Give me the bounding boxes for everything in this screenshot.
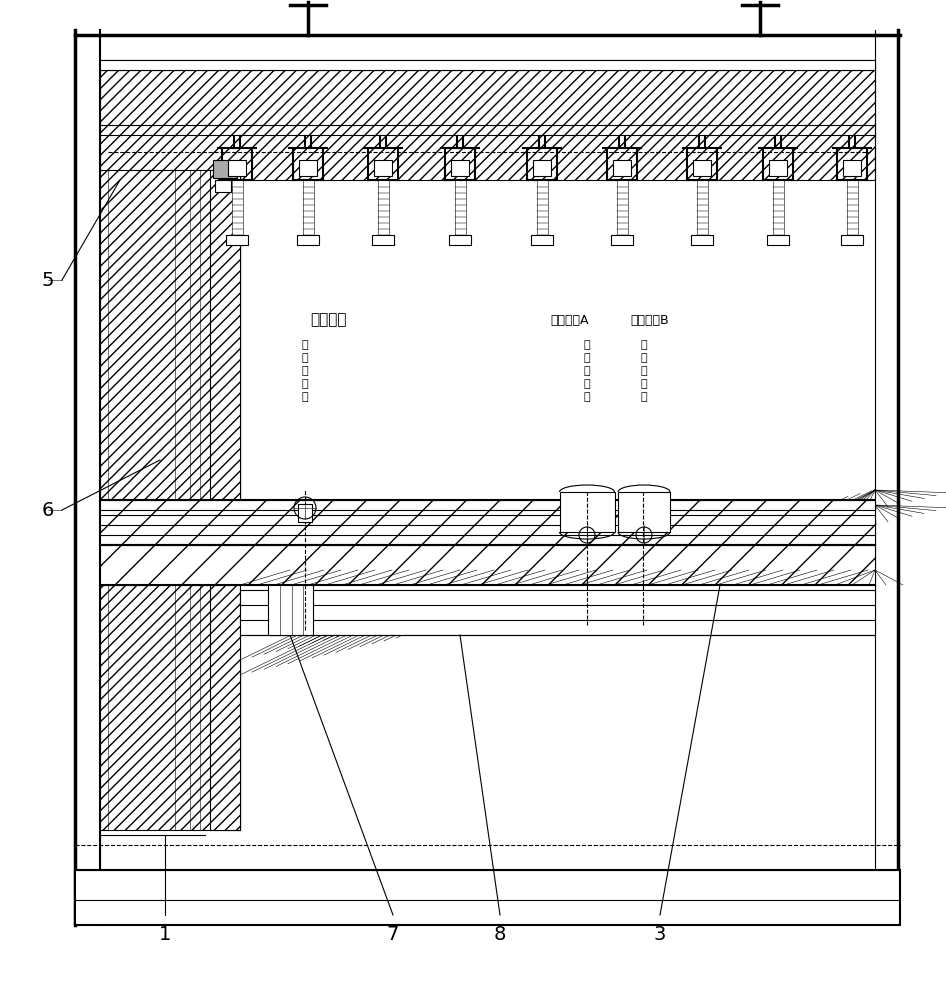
Bar (213, 160, 237, 178)
Text: 出: 出 (584, 340, 590, 350)
Bar (299, 160, 317, 176)
Text: 心: 心 (302, 379, 308, 389)
Polygon shape (240, 510, 875, 585)
Polygon shape (240, 510, 875, 660)
Bar (613, 160, 631, 176)
Text: 5: 5 (42, 270, 54, 290)
Bar (372, 235, 394, 245)
Text: 7: 7 (387, 926, 399, 944)
Bar (297, 235, 319, 245)
Text: 低出料位: 低出料位 (310, 312, 346, 328)
Bar (697, 180, 708, 235)
Bar (767, 235, 789, 245)
Bar (618, 492, 670, 532)
Text: 8: 8 (494, 926, 506, 944)
Bar (533, 160, 551, 176)
Bar (226, 235, 248, 245)
Bar (378, 180, 389, 235)
Text: 中: 中 (584, 366, 590, 376)
Bar (847, 180, 858, 235)
Text: 钓: 钓 (584, 353, 590, 363)
Bar (773, 180, 784, 235)
Text: 心: 心 (640, 379, 647, 389)
Bar (268, 585, 313, 635)
Bar (215, 180, 231, 192)
Bar (617, 180, 628, 235)
Text: 线: 线 (584, 392, 590, 402)
Text: 出: 出 (302, 340, 308, 350)
Bar (531, 235, 553, 245)
Bar (769, 160, 787, 176)
Bar (449, 235, 471, 245)
Bar (232, 180, 243, 235)
Bar (75, 870, 900, 925)
Bar (455, 180, 466, 235)
Bar (100, 500, 875, 545)
Text: 高出料位A: 高出料位A (551, 314, 589, 326)
Text: 心: 心 (584, 379, 590, 389)
Bar (691, 235, 713, 245)
Bar (451, 160, 469, 176)
Text: 钓: 钓 (302, 353, 308, 363)
Text: 出: 出 (640, 340, 647, 350)
Bar (374, 160, 392, 176)
Bar (100, 170, 240, 830)
Bar (611, 235, 633, 245)
Bar (228, 160, 246, 176)
Bar (303, 180, 314, 235)
Bar (240, 585, 875, 635)
Text: 6: 6 (42, 500, 54, 520)
Text: 高出料位B: 高出料位B (631, 314, 670, 326)
Bar (210, 170, 240, 830)
Bar (100, 65, 875, 180)
Bar (100, 60, 875, 70)
Text: 3: 3 (654, 926, 666, 944)
Text: 线: 线 (640, 392, 647, 402)
Bar (537, 180, 548, 235)
Text: 中: 中 (640, 366, 647, 376)
Bar (240, 180, 875, 510)
Bar (100, 545, 875, 585)
Bar (560, 492, 615, 532)
Bar (843, 160, 861, 176)
Bar (693, 160, 711, 176)
Text: 中: 中 (302, 366, 308, 376)
Text: 1: 1 (159, 926, 171, 944)
Bar (841, 235, 863, 245)
Text: 钓: 钓 (640, 353, 647, 363)
Bar (298, 504, 312, 522)
Text: 线: 线 (302, 392, 308, 402)
